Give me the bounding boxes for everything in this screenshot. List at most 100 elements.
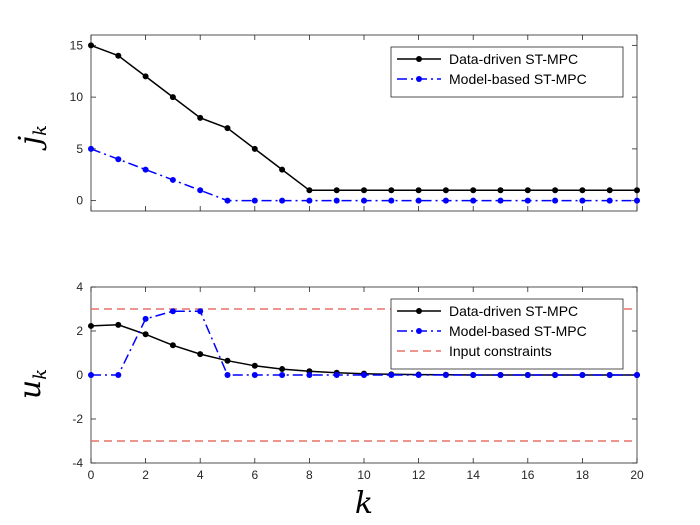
- data-point-model-based: [142, 315, 149, 322]
- y-axis-label-subscript: k: [30, 125, 51, 136]
- data-point-data-driven: [197, 114, 204, 121]
- data-point-data-driven: [115, 52, 122, 59]
- data-point-model-based: [524, 197, 531, 204]
- data-point-model-based: [442, 197, 449, 204]
- data-point-model-based: [306, 372, 313, 378]
- data-point-data-driven: [115, 321, 122, 328]
- data-point-model-based: [142, 166, 149, 173]
- legend-entry-label: Data-driven ST-MPC: [449, 51, 578, 67]
- x-tick-label: 0: [88, 468, 95, 482]
- data-point-data-driven: [197, 351, 204, 358]
- data-point-model-based: [251, 372, 258, 378]
- data-point-data-driven: [224, 357, 231, 364]
- legend: Data-driven ST-MPC Model-based ST-MPC: [390, 46, 624, 98]
- y-tick-label: 5: [76, 142, 83, 156]
- data-point-model-based: [333, 197, 340, 204]
- data-point-model-based: [497, 372, 504, 378]
- data-point-model-based: [524, 372, 531, 378]
- data-point-model-based: [88, 145, 94, 152]
- data-point-model-based: [634, 197, 640, 204]
- x-tick-label: 14: [467, 468, 481, 482]
- data-point-data-driven: [306, 187, 313, 194]
- data-point-data-driven: [333, 187, 340, 194]
- y-tick-label: -2: [72, 412, 83, 426]
- legend-entry-label: Input constraints: [449, 343, 552, 359]
- x-tick-label: 6: [251, 468, 258, 482]
- x-tick-label: 18: [576, 468, 590, 482]
- data-point-model-based: [415, 197, 422, 204]
- y-axis-label-symbol: u: [13, 380, 48, 399]
- legend-entry-label: Model-based ST-MPC: [449, 71, 587, 87]
- y-tick-label: 15: [70, 38, 84, 52]
- data-point-data-driven: [552, 187, 559, 194]
- x-tick-label: 8: [306, 468, 313, 482]
- x-tick-label: 4: [197, 468, 204, 482]
- data-point-model-based: [197, 308, 204, 315]
- data-point-data-driven: [169, 342, 176, 349]
- data-point-data-driven: [224, 125, 231, 132]
- data-point-model-based: [169, 308, 176, 315]
- data-point-model-based: [88, 372, 94, 378]
- data-point-model-based: [415, 372, 422, 378]
- data-point-data-driven: [606, 187, 613, 194]
- x-tick-label: 16: [521, 468, 535, 482]
- legend-box: [390, 46, 624, 98]
- data-point-model-based: [388, 372, 395, 378]
- data-point-model-based: [634, 372, 640, 378]
- data-point-model-based: [115, 372, 122, 378]
- x-tick-label: 20: [630, 468, 644, 482]
- data-point-data-driven: [142, 73, 149, 80]
- legend-entry-label: Data-driven ST-MPC: [449, 303, 578, 319]
- data-point-data-driven: [634, 187, 640, 194]
- data-point-data-driven: [579, 187, 586, 194]
- legend-swatch-marker: [416, 308, 422, 314]
- data-point-data-driven: [497, 187, 504, 194]
- data-point-model-based: [169, 176, 176, 183]
- y-axis-label: uk: [13, 369, 51, 399]
- y-tick-label: 0: [76, 368, 83, 382]
- data-point-data-driven: [88, 42, 94, 49]
- data-point-model-based: [333, 372, 340, 378]
- data-point-data-driven: [251, 362, 258, 369]
- legend-swatch-marker: [416, 76, 422, 82]
- data-point-data-driven: [169, 94, 176, 101]
- plot-area: [88, 308, 640, 442]
- data-point-model-based: [606, 197, 613, 204]
- y-axis-label-subscript: k: [30, 369, 51, 380]
- data-point-data-driven: [142, 331, 149, 338]
- data-point-model-based: [579, 197, 586, 204]
- data-point-model-based: [470, 372, 477, 378]
- data-point-model-based: [361, 372, 367, 378]
- data-point-data-driven: [524, 187, 531, 194]
- data-point-model-based: [552, 197, 559, 204]
- y-tick-label: 10: [70, 90, 84, 104]
- series-line-model-based: [91, 310, 637, 376]
- data-point-data-driven: [442, 187, 449, 194]
- data-point-model-based: [470, 197, 477, 204]
- y-tick-label: 2: [76, 324, 83, 338]
- data-point-model-based: [224, 372, 231, 378]
- legend: Data-driven ST-MPC Model-based ST-MPC Inpu…: [390, 298, 624, 370]
- data-point-model-based: [552, 372, 559, 378]
- data-point-data-driven: [279, 366, 286, 373]
- data-point-model-based: [251, 197, 258, 204]
- data-point-model-based: [579, 372, 586, 378]
- legend-entry-label: Model-based ST-MPC: [449, 323, 587, 339]
- data-point-model-based: [224, 197, 231, 204]
- y-tick-label: 0: [76, 194, 83, 208]
- data-point-model-based: [115, 156, 122, 163]
- data-point-data-driven: [279, 166, 286, 173]
- x-tick-label: 10: [357, 468, 371, 482]
- data-point-model-based: [497, 197, 504, 204]
- data-point-model-based: [306, 197, 313, 204]
- y-tick-label: -4: [72, 456, 83, 470]
- x-axis-label: k: [355, 486, 373, 521]
- plot-area: [88, 42, 640, 204]
- data-point-model-based: [361, 197, 367, 204]
- data-point-model-based: [442, 372, 449, 378]
- data-point-model-based: [606, 372, 613, 378]
- data-point-data-driven: [470, 187, 477, 194]
